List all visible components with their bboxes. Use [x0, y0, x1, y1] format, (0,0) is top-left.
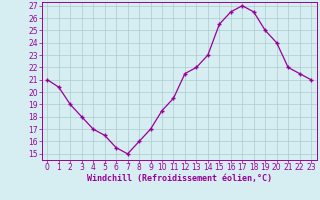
X-axis label: Windchill (Refroidissement éolien,°C): Windchill (Refroidissement éolien,°C) [87, 174, 272, 183]
